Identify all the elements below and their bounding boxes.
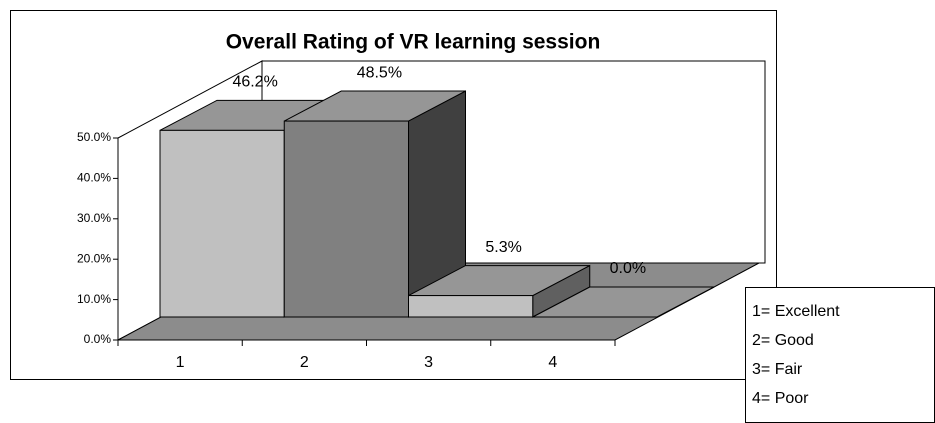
x-tick-label: 3 bbox=[424, 354, 433, 371]
y-tick-label: 10.0% bbox=[77, 292, 111, 306]
legend-entry: 1= Excellent bbox=[752, 303, 840, 320]
bar-front bbox=[159, 129, 285, 318]
legend-entry: 2= Good bbox=[752, 332, 814, 349]
y-tick-label: 40.0% bbox=[77, 171, 111, 185]
bar-top bbox=[532, 286, 715, 318]
chart-title: Overall Rating of VR learning session bbox=[226, 31, 601, 54]
x-tick-label: 1 bbox=[176, 354, 185, 371]
x-tick-label: 2 bbox=[300, 354, 309, 371]
plot-area: 0.0%10.0%20.0%30.0%40.0%50.0%146.2%248.5… bbox=[77, 60, 766, 371]
bar bbox=[532, 286, 715, 318]
y-tick-label: 20.0% bbox=[77, 251, 111, 265]
y-tick-label: 50.0% bbox=[77, 130, 111, 144]
bar bbox=[283, 90, 466, 318]
bar-front bbox=[283, 120, 409, 318]
x-tick-label: 4 bbox=[548, 354, 557, 371]
legend: 1= Excellent 2= Good 3= Fair 4= Poor bbox=[752, 303, 840, 407]
bar bbox=[408, 264, 591, 318]
value-label: 5.3% bbox=[485, 239, 521, 256]
value-label: 46.2% bbox=[232, 74, 277, 91]
y-tick-label: 0.0% bbox=[84, 332, 112, 346]
legend-entry: 4= Poor bbox=[752, 390, 809, 407]
legend-box bbox=[745, 287, 935, 423]
y-tick-label: 30.0% bbox=[77, 211, 111, 225]
value-label: 0.0% bbox=[610, 260, 646, 277]
value-label: 48.5% bbox=[357, 64, 402, 81]
legend-entry: 3= Fair bbox=[752, 361, 803, 378]
bar-front bbox=[408, 295, 534, 318]
